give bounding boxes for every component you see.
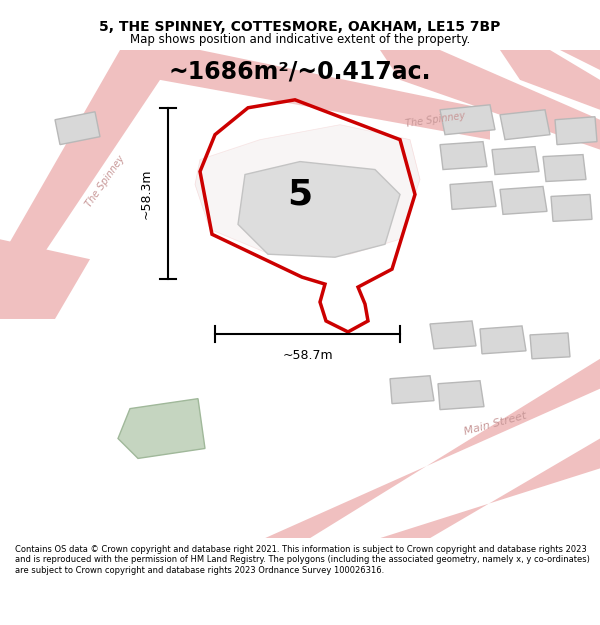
Polygon shape bbox=[500, 110, 550, 139]
Polygon shape bbox=[560, 50, 600, 70]
Polygon shape bbox=[55, 112, 100, 144]
Polygon shape bbox=[140, 50, 490, 139]
Text: The Spinney: The Spinney bbox=[83, 154, 127, 209]
Text: 5: 5 bbox=[287, 177, 313, 211]
Polygon shape bbox=[500, 50, 600, 110]
Polygon shape bbox=[492, 147, 539, 174]
Text: ~58.3m: ~58.3m bbox=[139, 168, 152, 219]
Polygon shape bbox=[555, 117, 597, 144]
Polygon shape bbox=[480, 326, 526, 354]
Polygon shape bbox=[430, 321, 476, 349]
Text: ~58.7m: ~58.7m bbox=[282, 349, 333, 362]
Polygon shape bbox=[200, 100, 415, 332]
Polygon shape bbox=[438, 381, 484, 409]
Text: Main Street: Main Street bbox=[463, 411, 527, 437]
Polygon shape bbox=[390, 376, 434, 404]
Polygon shape bbox=[500, 186, 547, 214]
Polygon shape bbox=[530, 333, 570, 359]
Polygon shape bbox=[118, 399, 205, 458]
Polygon shape bbox=[195, 125, 420, 254]
Text: The Spinney: The Spinney bbox=[404, 111, 466, 129]
Polygon shape bbox=[551, 194, 592, 221]
Polygon shape bbox=[543, 154, 586, 181]
Polygon shape bbox=[238, 162, 400, 258]
Polygon shape bbox=[440, 142, 487, 169]
Polygon shape bbox=[440, 105, 495, 134]
Polygon shape bbox=[0, 50, 180, 259]
Text: ~1686m²/~0.417ac.: ~1686m²/~0.417ac. bbox=[169, 60, 431, 84]
Polygon shape bbox=[450, 181, 496, 209]
Polygon shape bbox=[240, 359, 600, 538]
Text: 5, THE SPINNEY, COTTESMORE, OAKHAM, LE15 7BP: 5, THE SPINNEY, COTTESMORE, OAKHAM, LE15… bbox=[100, 20, 500, 34]
Text: Map shows position and indicative extent of the property.: Map shows position and indicative extent… bbox=[130, 33, 470, 46]
Text: Contains OS data © Crown copyright and database right 2021. This information is : Contains OS data © Crown copyright and d… bbox=[15, 545, 590, 575]
Polygon shape bbox=[0, 239, 90, 319]
Polygon shape bbox=[380, 439, 600, 538]
Polygon shape bbox=[380, 50, 600, 149]
